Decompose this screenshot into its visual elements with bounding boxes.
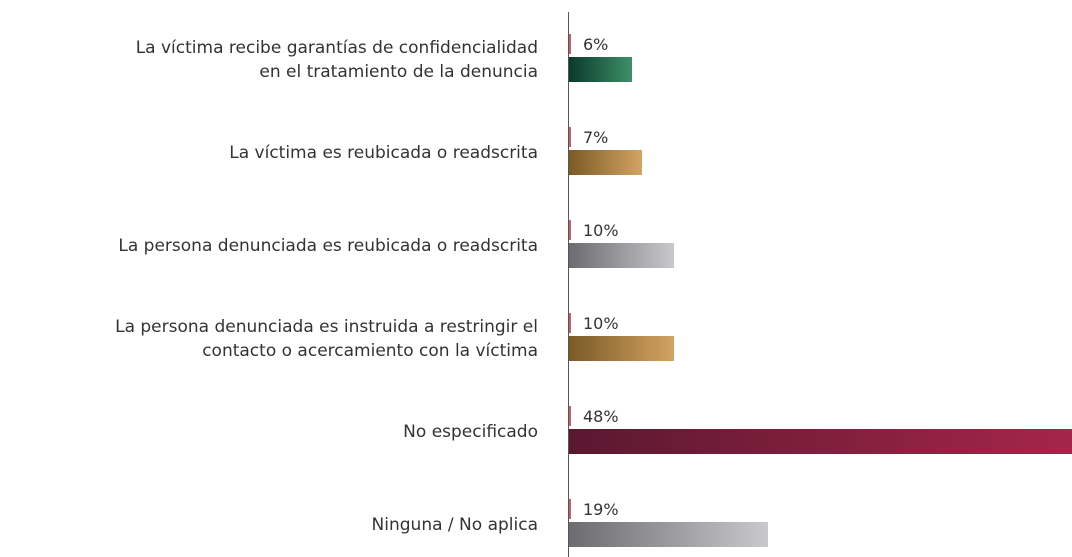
tick <box>569 127 571 147</box>
value-label: 6% <box>583 35 609 54</box>
bar <box>569 57 632 82</box>
category-label: No especificado <box>403 422 538 442</box>
category-label: La persona denunciada es instruida a res… <box>115 317 538 361</box>
bar <box>569 243 674 268</box>
bar <box>569 336 674 361</box>
value-label: 10% <box>583 314 619 333</box>
tick <box>569 220 571 240</box>
tick <box>569 499 571 519</box>
category-label: La víctima recibe garantías de confidenc… <box>135 38 538 82</box>
value-label: 48% <box>583 407 619 426</box>
value-label: 19% <box>583 500 619 519</box>
bar <box>569 150 643 175</box>
tick <box>569 406 571 426</box>
tick <box>569 313 571 333</box>
value-label: 7% <box>583 128 609 147</box>
category-label: Ninguna / No aplica <box>371 515 538 535</box>
category-label: La persona denunciada es reubicada o rea… <box>118 236 538 256</box>
axis-line <box>568 12 569 557</box>
value-label: 10% <box>583 221 619 240</box>
bar <box>569 522 769 547</box>
tick <box>569 34 571 54</box>
bar <box>569 429 1072 454</box>
category-label: La víctima es reubicada o readscrita <box>229 143 538 163</box>
